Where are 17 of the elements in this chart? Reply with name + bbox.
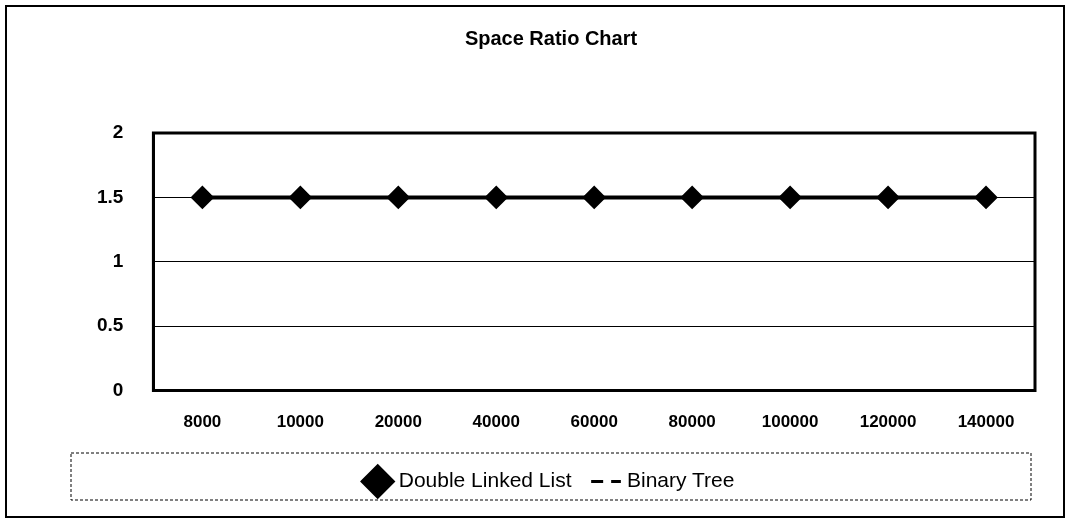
- legend-label: Binary Tree: [627, 468, 735, 492]
- y-tick-label: 0: [112, 378, 124, 400]
- x-tick-label: 8000: [183, 412, 222, 432]
- chart-title: Space Ratio Chart: [464, 26, 638, 49]
- y-tick-label: 2: [112, 121, 124, 143]
- x-tick-label: 60000: [570, 412, 618, 432]
- x-tick-label: 80000: [668, 412, 716, 432]
- y-tick-label: 1.5: [96, 185, 124, 207]
- x-tick-label: 120000: [859, 412, 917, 432]
- x-tick-label: 10000: [276, 412, 324, 432]
- legend-label: Double Linked List: [398, 468, 572, 492]
- x-tick-label: 140000: [957, 412, 1015, 432]
- y-tick-label: 1: [112, 250, 124, 272]
- x-tick-label: 40000: [472, 412, 520, 432]
- x-tick-label: 100000: [761, 412, 819, 432]
- y-tick-label: 0.5: [96, 314, 124, 336]
- x-tick-label: 20000: [374, 412, 422, 432]
